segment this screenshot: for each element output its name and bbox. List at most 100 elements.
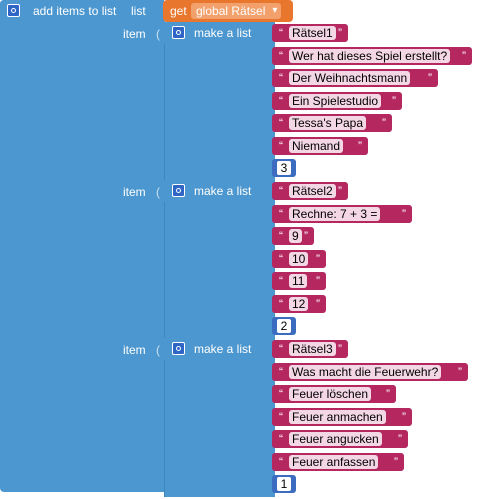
text-block[interactable]: “ Feuer anfassen ” bbox=[272, 452, 404, 471]
quote-open: “ bbox=[279, 26, 283, 40]
text-field[interactable]: 11 bbox=[289, 274, 308, 288]
block-title: add items to list bbox=[33, 4, 117, 18]
text-field[interactable]: Ein Spielestudio bbox=[289, 93, 382, 108]
make-a-list-block[interactable] bbox=[164, 22, 275, 181]
quote-close: ” bbox=[316, 274, 320, 288]
quote-open: “ bbox=[279, 206, 283, 221]
quote-open: “ bbox=[279, 251, 283, 266]
text-field[interactable]: Tessa's Papa bbox=[289, 116, 366, 130]
quote-open: “ bbox=[279, 432, 283, 446]
text-block[interactable]: “ Wer hat dieses Spiel erstellt? ” bbox=[272, 46, 472, 65]
text-field[interactable]: Wer hat dieses Spiel erstellt? bbox=[289, 48, 451, 63]
quote-close: ” bbox=[458, 364, 462, 379]
gear-icon[interactable] bbox=[172, 184, 185, 197]
get-label: get bbox=[170, 4, 187, 18]
quote-open: “ bbox=[279, 364, 283, 379]
text-block[interactable]: “ Tessa's Papa ” bbox=[272, 114, 392, 132]
text-field[interactable]: Niemand bbox=[289, 138, 344, 153]
number-block[interactable]: 1 bbox=[272, 475, 296, 493]
quote-close: ” bbox=[338, 342, 342, 356]
item-label: item bbox=[123, 185, 146, 199]
quote-close: ” bbox=[316, 251, 320, 266]
text-field[interactable]: Rätsel3 bbox=[289, 342, 336, 356]
text-block[interactable]: “ Rätsel2” bbox=[272, 182, 348, 200]
text-block[interactable]: “ Ein Spielestudio ” bbox=[272, 91, 402, 110]
quote-open: “ bbox=[279, 71, 283, 85]
quote-open: “ bbox=[279, 409, 283, 424]
text-block[interactable]: “ Rechne: 7 + 3 = ” bbox=[272, 204, 412, 223]
text-block[interactable]: “ Was macht die Feuerwehr? ” bbox=[272, 362, 468, 381]
item-label: item bbox=[123, 343, 146, 357]
quote-close: ” bbox=[394, 454, 398, 469]
quote-close: ” bbox=[462, 48, 466, 63]
number-field[interactable]: 1 bbox=[277, 477, 291, 491]
text-field[interactable]: Feuer löschen bbox=[289, 387, 372, 401]
text-field[interactable]: 12 bbox=[289, 296, 309, 311]
quote-close: ” bbox=[338, 26, 342, 40]
quote-close: ” bbox=[386, 387, 390, 401]
number-block[interactable]: 2 bbox=[272, 317, 296, 335]
text-block[interactable]: “ Feuer löschen ” bbox=[272, 385, 396, 403]
text-field[interactable]: 9 bbox=[289, 229, 302, 243]
quote-open: “ bbox=[279, 454, 283, 469]
add-items-header bbox=[0, 0, 165, 22]
text-field[interactable]: 10 bbox=[289, 251, 309, 266]
text-field[interactable]: Der Weihnachtsmann bbox=[289, 71, 411, 85]
number-field[interactable]: 3 bbox=[277, 161, 291, 175]
quote-close: ” bbox=[402, 206, 406, 221]
quote-close: ” bbox=[358, 138, 362, 153]
quote-open: “ bbox=[279, 93, 283, 108]
variable-dropdown[interactable]: global Rätsel bbox=[191, 3, 282, 19]
text-field[interactable]: Feuer anmachen bbox=[289, 409, 386, 424]
make-a-list-block[interactable] bbox=[164, 338, 275, 497]
text-block[interactable]: “ Rätsel3” bbox=[272, 340, 348, 358]
quote-open: “ bbox=[279, 116, 283, 130]
quote-close: ” bbox=[304, 229, 308, 243]
quote-close: ” bbox=[316, 296, 320, 311]
make-a-list-block[interactable] bbox=[164, 180, 275, 339]
make-a-list-header bbox=[164, 180, 274, 202]
gear-icon[interactable] bbox=[172, 26, 185, 39]
text-block[interactable]: “ Niemand ” bbox=[272, 136, 368, 155]
quote-open: “ bbox=[279, 342, 283, 356]
text-field[interactable]: Rechne: 7 + 3 = bbox=[289, 206, 381, 221]
quote-open: “ bbox=[279, 184, 283, 198]
quote-close: ” bbox=[398, 432, 402, 446]
list-label: list bbox=[131, 4, 146, 18]
quote-close: ” bbox=[428, 71, 432, 85]
socket-connector: ( bbox=[156, 27, 160, 41]
text-block[interactable]: “ Der Weihnachtsmann ” bbox=[272, 69, 438, 87]
make-a-list-label: make a list bbox=[194, 342, 252, 356]
number-block[interactable]: 3 bbox=[272, 159, 296, 177]
quote-open: “ bbox=[279, 274, 283, 288]
gear-icon[interactable] bbox=[7, 4, 20, 17]
quote-open: “ bbox=[279, 48, 283, 63]
number-field[interactable]: 2 bbox=[277, 319, 291, 333]
get-variable-block[interactable]: get global Rätsel bbox=[163, 0, 293, 22]
quote-close: ” bbox=[338, 184, 342, 198]
text-block[interactable]: “ Feuer angucken ” bbox=[272, 430, 408, 448]
add-items-to-list-block[interactable] bbox=[0, 0, 164, 492]
quote-open: “ bbox=[279, 138, 283, 153]
quote-open: “ bbox=[279, 296, 283, 311]
text-block[interactable]: “ Feuer anmachen ” bbox=[272, 407, 412, 426]
text-field[interactable]: Rätsel1 bbox=[289, 26, 336, 40]
quote-close: ” bbox=[392, 93, 396, 108]
socket-connector: ( bbox=[156, 343, 160, 357]
text-block[interactable]: “ 11 ” bbox=[272, 272, 326, 290]
text-field[interactable]: Was macht die Feuerwehr? bbox=[289, 364, 442, 379]
quote-close: ” bbox=[402, 409, 406, 424]
text-block[interactable]: “ 9” bbox=[272, 227, 314, 245]
quote-close: ” bbox=[382, 116, 386, 130]
quote-open: “ bbox=[279, 387, 283, 401]
text-block[interactable]: “ 12 ” bbox=[272, 294, 326, 313]
text-field[interactable]: Feuer angucken bbox=[289, 432, 382, 446]
text-block[interactable]: “ 10 ” bbox=[272, 249, 326, 268]
make-a-list-label: make a list bbox=[194, 26, 252, 40]
quote-open: “ bbox=[279, 229, 283, 243]
text-field[interactable]: Feuer anfassen bbox=[289, 454, 379, 469]
text-block[interactable]: “ Rätsel1” bbox=[272, 24, 348, 42]
make-a-list-header bbox=[164, 22, 274, 44]
text-field[interactable]: Rätsel2 bbox=[289, 184, 336, 198]
gear-icon[interactable] bbox=[172, 342, 185, 355]
